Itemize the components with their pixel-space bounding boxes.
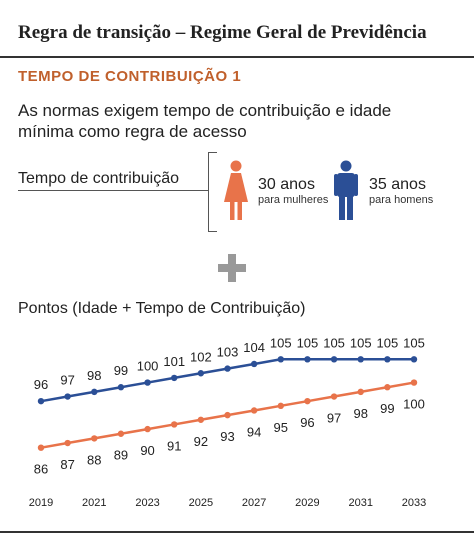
section-subtitle: TEMPO DE CONTRIBUIÇÃO 1	[18, 68, 242, 85]
data-label: 100	[137, 359, 159, 374]
data-label: 105	[270, 335, 292, 350]
woman-icon	[224, 160, 248, 220]
data-label: 100	[403, 397, 425, 412]
data-label: 97	[60, 373, 74, 388]
man-icon	[334, 160, 358, 220]
men-label: para homens	[369, 194, 434, 206]
data-label: 95	[274, 420, 288, 435]
chart-title: Pontos (Idade + Tempo de Contribuição)	[18, 300, 306, 317]
x-tick-label: 2033	[402, 497, 426, 509]
data-label: 86	[34, 462, 48, 477]
data-point	[64, 393, 71, 400]
data-point	[250, 360, 258, 368]
top-divider	[0, 56, 474, 58]
data-label: 105	[297, 335, 319, 350]
data-label: 89	[114, 448, 128, 463]
data-label: 97	[327, 411, 341, 426]
contribution-label: Tempo de contribuição	[18, 170, 179, 187]
data-point	[250, 407, 258, 414]
x-tick-label: 2019	[29, 497, 53, 509]
plus-icon	[218, 254, 246, 282]
data-label: 102	[190, 349, 212, 364]
data-point	[304, 397, 311, 405]
data-point	[37, 397, 45, 405]
data-point	[91, 388, 98, 396]
data-label: 98	[87, 368, 101, 383]
data-label: 101	[163, 354, 185, 369]
data-label: 96	[34, 377, 48, 392]
contribution-underline	[18, 190, 208, 191]
data-point	[330, 393, 338, 400]
data-label: 92	[194, 434, 208, 449]
data-label: 105	[323, 335, 345, 350]
data-label: 98	[353, 406, 367, 421]
data-point	[384, 356, 391, 363]
page-title: Regra de transição – Regime Geral de Pre…	[18, 22, 427, 43]
x-tick-label: 2031	[348, 497, 372, 509]
data-point	[37, 444, 45, 451]
data-label: 91	[167, 438, 181, 453]
x-tick-label: 2021	[82, 497, 106, 509]
data-label: 94	[247, 424, 261, 439]
data-point	[197, 416, 205, 423]
data-label: 96	[300, 415, 314, 430]
data-point	[304, 356, 311, 363]
bottom-divider	[0, 531, 474, 533]
data-label: 105	[377, 335, 399, 350]
data-label: 87	[60, 457, 74, 472]
data-point	[144, 425, 151, 433]
data-point	[197, 370, 205, 377]
data-point	[64, 439, 71, 447]
data-label: 105	[403, 335, 425, 350]
data-label: 104	[243, 340, 265, 355]
data-point	[117, 384, 125, 391]
data-label: 105	[350, 335, 372, 350]
data-point	[410, 379, 418, 386]
data-label: 90	[140, 443, 154, 458]
data-point	[277, 356, 284, 363]
data-point	[410, 356, 418, 363]
women-label: para mulheres	[258, 194, 329, 206]
bracket	[208, 152, 217, 232]
data-point	[277, 402, 284, 410]
data-point	[224, 411, 231, 419]
data-point	[357, 388, 364, 396]
data-point	[224, 365, 231, 372]
data-label: 93	[220, 429, 234, 444]
data-label: 88	[87, 452, 101, 467]
data-point	[91, 435, 98, 442]
x-tick-label: 2023	[135, 497, 159, 509]
women-years: 30 anos	[258, 176, 315, 193]
x-tick-label: 2027	[242, 497, 266, 509]
data-point	[330, 356, 338, 363]
x-tick-label: 2025	[189, 497, 213, 509]
x-tick-label: 2029	[295, 497, 319, 509]
men-years: 35 anos	[369, 176, 426, 193]
data-point	[117, 430, 125, 437]
points-chart: 96 97 98 99 100 101 102 103 104 105 105 105 105 105 10…	[29, 335, 426, 509]
data-label: 99	[114, 363, 128, 378]
intro-text: As normas exigem tempo de contribuição e…	[18, 101, 392, 141]
data-label: 99	[380, 401, 394, 416]
data-point	[171, 421, 178, 428]
data-point	[357, 356, 364, 363]
data-point	[144, 379, 151, 386]
data-point	[384, 384, 391, 391]
data-label: 103	[217, 345, 239, 360]
data-point	[171, 374, 178, 382]
